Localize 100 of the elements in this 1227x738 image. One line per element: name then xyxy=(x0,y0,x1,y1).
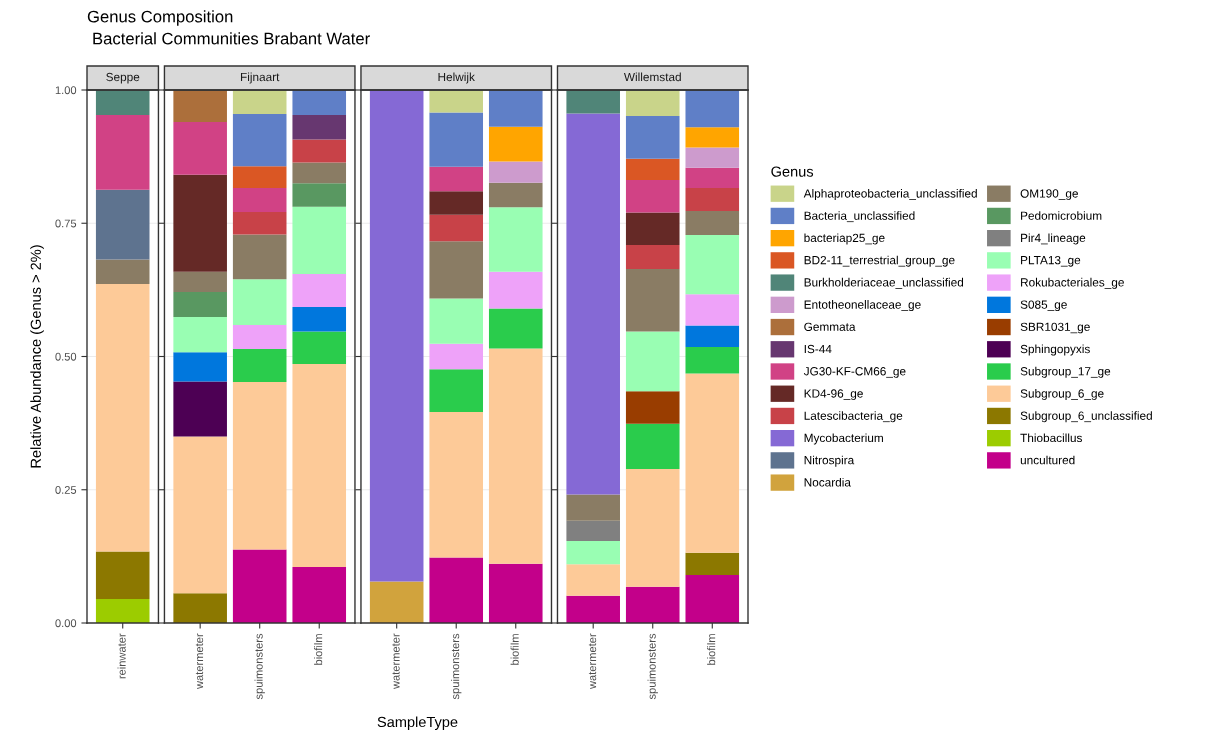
bar xyxy=(429,557,484,623)
x-tick-label: spuimonsters xyxy=(254,633,265,700)
x-tick-label: watermeter xyxy=(392,633,400,689)
bar xyxy=(685,147,740,168)
bar xyxy=(429,369,484,412)
bar xyxy=(232,382,287,550)
bar xyxy=(95,189,150,260)
legend-label: Thiobacillus xyxy=(1020,433,1082,443)
bar xyxy=(292,206,347,274)
legend-title: Genus xyxy=(771,166,814,177)
bar xyxy=(566,90,620,114)
legend-label: Subgroup_6_ge xyxy=(1020,388,1104,400)
x-tick-label: biofilm xyxy=(707,634,716,665)
bar xyxy=(173,436,227,594)
bar xyxy=(429,298,484,344)
bar xyxy=(292,183,347,207)
y-axis-title: Relative Abundance (Genus > 2%) xyxy=(30,245,44,468)
bar xyxy=(232,549,287,623)
bar xyxy=(625,586,680,623)
x-axis-title: SampleType xyxy=(377,716,458,730)
legend-label: Mycobacterium xyxy=(804,433,883,445)
bar xyxy=(685,234,740,295)
bar xyxy=(685,188,740,211)
bar xyxy=(488,308,543,349)
bar xyxy=(685,167,740,189)
bar xyxy=(292,115,347,140)
bar xyxy=(488,90,543,127)
bar xyxy=(429,241,484,299)
bar xyxy=(173,381,227,437)
bar xyxy=(232,325,287,350)
y-tick-label: 0.00 xyxy=(55,619,77,628)
bar xyxy=(566,520,620,541)
bar xyxy=(429,166,484,192)
legend-label: OM190_ge xyxy=(1020,189,1078,200)
bar xyxy=(488,182,543,208)
bar xyxy=(232,212,287,235)
bar xyxy=(488,207,543,272)
legend-label: IS-44 xyxy=(804,344,832,354)
bar xyxy=(685,210,740,235)
bar xyxy=(488,348,543,564)
bar xyxy=(95,551,150,600)
x-tick-label: biofilm xyxy=(314,634,323,665)
legend-label: JG30-KF-CM66_ge xyxy=(803,367,906,378)
bar xyxy=(173,292,227,318)
text: Bacterial Communities Brabant Water xyxy=(93,32,370,45)
bar xyxy=(232,234,287,280)
bar xyxy=(625,116,680,159)
bar xyxy=(566,494,620,521)
x-tick-label: spuimonsters xyxy=(647,633,658,700)
bar xyxy=(685,325,740,347)
bar xyxy=(488,563,543,623)
bar xyxy=(429,411,484,558)
legend-label: Rokubacteriales_ge xyxy=(1021,277,1124,289)
legend-label: Pir4_lineage xyxy=(1021,233,1086,245)
legend-label: S085_ge xyxy=(1020,300,1067,312)
legend-label: BD2-11_terrestrial_group_ge xyxy=(804,255,955,267)
bar xyxy=(232,90,287,114)
bar xyxy=(292,273,347,307)
bar xyxy=(95,115,150,190)
bar xyxy=(488,271,543,309)
bar xyxy=(685,127,740,148)
x-tick-label: watermeter xyxy=(195,633,204,689)
legend-label: Nitrospira xyxy=(804,455,855,467)
bar xyxy=(232,279,287,326)
y-tick-label: 1.00 xyxy=(55,86,77,95)
bar xyxy=(625,180,680,213)
bar xyxy=(429,214,484,242)
bar xyxy=(173,317,227,353)
bar xyxy=(173,174,227,272)
legend-label: Alphaproteobacteria_unclassified xyxy=(803,188,977,200)
bar xyxy=(566,113,620,495)
legend-label: KD4-96_ge xyxy=(804,389,863,400)
legend-label: uncultured xyxy=(1020,455,1075,465)
bar xyxy=(625,468,680,587)
legend-label: Burkholderiaceae_unclassified xyxy=(804,277,964,289)
x-tick-label: biofilm xyxy=(510,634,519,665)
chart-title: Helwijk xyxy=(438,72,475,84)
legend-label: Nocardia xyxy=(804,477,851,487)
legend-label: Entotheonellaceae_ge xyxy=(804,300,921,312)
bar xyxy=(369,90,424,582)
x-tick-label: watermeter xyxy=(588,633,597,689)
legend-label: Latescibacteria_ge xyxy=(804,411,903,423)
bar xyxy=(566,564,620,596)
bar xyxy=(429,112,484,167)
legend-label: bacteriap25_ge xyxy=(804,233,885,245)
bar xyxy=(429,90,484,113)
bar xyxy=(625,269,680,332)
bar xyxy=(685,575,740,623)
bar xyxy=(173,593,227,623)
legend-label: Sphingopyxis xyxy=(1020,344,1090,356)
bar xyxy=(625,423,680,469)
bar xyxy=(625,331,680,392)
legend-label: Bacteria_unclassified xyxy=(804,211,915,223)
bar xyxy=(566,540,620,565)
bar xyxy=(685,373,740,553)
bar xyxy=(292,567,347,623)
bar xyxy=(173,121,227,175)
legend-label: Gemmata xyxy=(804,322,856,331)
bar xyxy=(429,343,484,370)
bar xyxy=(292,90,347,116)
